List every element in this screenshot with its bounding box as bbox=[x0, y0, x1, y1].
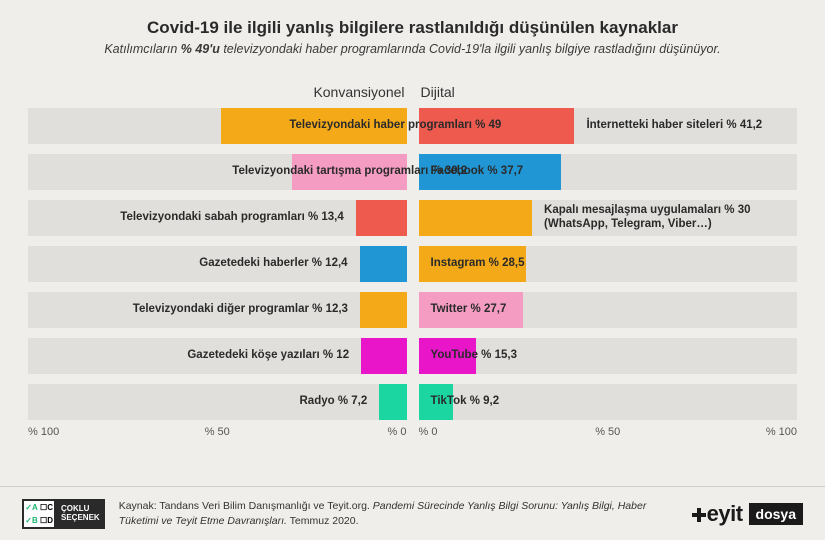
bar-label: Televizyondaki haber programları % 49 bbox=[289, 119, 507, 133]
bar-row: Radyo % 7,2 bbox=[28, 384, 407, 420]
bar-row: Televizyondaki sabah programları % 13,4 bbox=[28, 200, 407, 236]
bar-label: Twitter % 27,7 bbox=[431, 303, 507, 317]
bar-row: Kapalı mesajlaşma uygulamaları % 30 (Wha… bbox=[419, 200, 798, 236]
right-axis: % 0 % 50 % 100 bbox=[419, 426, 798, 438]
left-axis: % 100 % 50 % 0 bbox=[28, 426, 407, 438]
bar-fill bbox=[356, 200, 407, 236]
bar-row: YouTube % 15,3 bbox=[419, 338, 798, 374]
axis-tick: % 100 bbox=[671, 426, 797, 438]
bar-row: Gazetedeki köşe yazıları % 12 bbox=[28, 338, 407, 374]
footer: ✓A ☐C ✓B ☐D ÇOKLU SEÇENEK Kaynak: Tandan… bbox=[0, 486, 825, 540]
dosya-tag: dosya bbox=[749, 503, 803, 525]
bar-label: Gazetedeki haberler % 12,4 bbox=[199, 257, 353, 271]
bar-fill bbox=[360, 292, 407, 328]
source-date: Temmuz 2020. bbox=[287, 515, 359, 527]
axis-tick: % 100 bbox=[28, 426, 154, 438]
subtitle-pre: Katılımcıların bbox=[104, 42, 180, 56]
bar-fill bbox=[419, 200, 533, 236]
bar-fill bbox=[361, 338, 406, 374]
bar-row: Facebook % 37,7 bbox=[419, 154, 798, 190]
badge-cell: ✓B bbox=[24, 514, 39, 527]
axis-tick: % 50 bbox=[545, 426, 671, 438]
axis-tick: % 50 bbox=[154, 426, 280, 438]
badge-cell: ☐C bbox=[39, 501, 54, 514]
subtitle-post: televizyondaki haber programlarında Covi… bbox=[220, 42, 721, 56]
bar-fill bbox=[379, 384, 406, 420]
bar-fill bbox=[360, 246, 407, 282]
left-header: Konvansiyonel bbox=[28, 84, 407, 100]
badge-text: ÇOKLU SEÇENEK bbox=[56, 499, 105, 529]
bar-label: Radyo % 7,2 bbox=[300, 395, 374, 409]
axis-tick: % 0 bbox=[280, 426, 406, 438]
left-column: Konvansiyonel Televizyondaki haber progr… bbox=[28, 84, 407, 438]
right-header: Dijital bbox=[419, 84, 798, 100]
charts-area: Konvansiyonel Televizyondaki haber progr… bbox=[28, 84, 797, 438]
bar-row: TikTok % 9,2 bbox=[419, 384, 798, 420]
multi-choice-badge: ✓A ☐C ✓B ☐D ÇOKLU SEÇENEK bbox=[22, 499, 105, 529]
badge-grid-icon: ✓A ☐C ✓B ☐D bbox=[22, 499, 56, 529]
bar-row: Gazetedeki haberler % 12,4 bbox=[28, 246, 407, 282]
source-prefix: Kaynak: Tandans Veri Bilim Danışmanlığı … bbox=[119, 500, 373, 512]
bar-label: Facebook % 37,7 bbox=[431, 165, 524, 179]
source-citation: Kaynak: Tandans Veri Bilim Danışmanlığı … bbox=[119, 499, 678, 527]
badge-cell: ☐D bbox=[39, 514, 54, 527]
bar-label: Televizyondaki sabah programları % 13,4 bbox=[120, 211, 350, 225]
chart-title: Covid-19 ile ilgili yanlış bilgilere ras… bbox=[28, 18, 797, 38]
badge-cell: ✓A bbox=[24, 501, 39, 514]
bar-row: Twitter % 27,7 bbox=[419, 292, 798, 328]
bar-row: Televizyondaki haber programları % 49 bbox=[28, 108, 407, 144]
bar-label: TikTok % 9,2 bbox=[431, 395, 500, 409]
subtitle-bold: % 49'u bbox=[181, 42, 220, 56]
bar-label: Kapalı mesajlaşma uygulamaları % 30 (Wha… bbox=[538, 204, 750, 232]
bar-row: Instagram % 28,5 bbox=[419, 246, 798, 282]
bar-row: Televizyondaki tartışma programları % 30… bbox=[28, 154, 407, 190]
bar-label: YouTube % 15,3 bbox=[431, 349, 517, 363]
teyit-logo: eyit bbox=[692, 501, 743, 527]
bar-label: Gazetedeki köşe yazıları % 12 bbox=[187, 349, 355, 363]
bar-label: Televizyondaki diğer programlar % 12,3 bbox=[133, 303, 354, 317]
right-column: Dijital İnternetteki haber siteleri % 41… bbox=[419, 84, 798, 438]
plus-icon bbox=[692, 508, 706, 522]
chart-subtitle: Katılımcıların % 49'u televizyondaki hab… bbox=[28, 42, 797, 56]
bar-label: İnternetteki haber siteleri % 41,2 bbox=[580, 119, 762, 133]
brand-logo: eyit dosya bbox=[692, 501, 803, 527]
bar-label: Instagram % 28,5 bbox=[431, 257, 525, 271]
axis-tick: % 0 bbox=[419, 426, 545, 438]
bar-row: Televizyondaki diğer programlar % 12,3 bbox=[28, 292, 407, 328]
